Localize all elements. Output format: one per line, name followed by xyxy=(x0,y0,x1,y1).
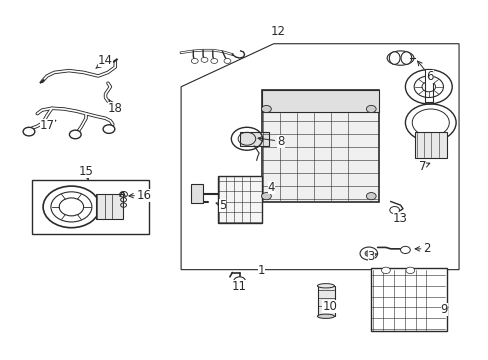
Bar xyxy=(370,268,446,330)
Circle shape xyxy=(233,277,245,285)
Circle shape xyxy=(400,246,409,253)
Ellipse shape xyxy=(388,52,399,64)
Text: 4: 4 xyxy=(267,181,275,194)
Text: 5: 5 xyxy=(216,199,226,212)
Text: 11: 11 xyxy=(232,280,246,293)
Circle shape xyxy=(261,193,271,200)
Text: 10: 10 xyxy=(322,300,337,313)
Bar xyxy=(414,132,446,158)
Text: 16: 16 xyxy=(129,189,152,202)
Circle shape xyxy=(191,58,198,63)
Text: 17: 17 xyxy=(40,119,56,132)
Bar xyxy=(261,90,378,202)
Circle shape xyxy=(405,267,414,274)
Text: 13: 13 xyxy=(392,212,407,225)
Text: 6: 6 xyxy=(417,61,433,82)
Text: 12: 12 xyxy=(270,26,285,39)
Circle shape xyxy=(210,58,217,63)
Polygon shape xyxy=(181,44,458,270)
Circle shape xyxy=(69,130,81,139)
Bar xyxy=(217,176,261,223)
Ellipse shape xyxy=(400,52,411,64)
Bar xyxy=(32,180,149,234)
Text: 18: 18 xyxy=(108,100,122,116)
Circle shape xyxy=(261,105,271,113)
Ellipse shape xyxy=(317,314,334,319)
Bar xyxy=(317,286,334,316)
Circle shape xyxy=(364,251,372,256)
Bar xyxy=(261,90,378,112)
Circle shape xyxy=(366,193,375,200)
Circle shape xyxy=(381,267,389,274)
Circle shape xyxy=(366,105,375,113)
Text: 9: 9 xyxy=(440,303,447,316)
Circle shape xyxy=(103,125,115,134)
Bar xyxy=(239,132,268,146)
Text: 15: 15 xyxy=(79,165,93,180)
Circle shape xyxy=(23,127,35,136)
Ellipse shape xyxy=(317,284,334,288)
Text: 7: 7 xyxy=(418,160,429,173)
Text: 14: 14 xyxy=(96,54,113,68)
Text: 3: 3 xyxy=(367,249,377,262)
Text: 2: 2 xyxy=(414,242,430,255)
Circle shape xyxy=(224,58,230,63)
Text: 8: 8 xyxy=(258,135,284,148)
Text: 1: 1 xyxy=(257,264,265,277)
Circle shape xyxy=(201,57,207,62)
Circle shape xyxy=(359,247,377,260)
Bar xyxy=(96,194,122,220)
Circle shape xyxy=(389,207,399,214)
Bar xyxy=(190,184,203,203)
